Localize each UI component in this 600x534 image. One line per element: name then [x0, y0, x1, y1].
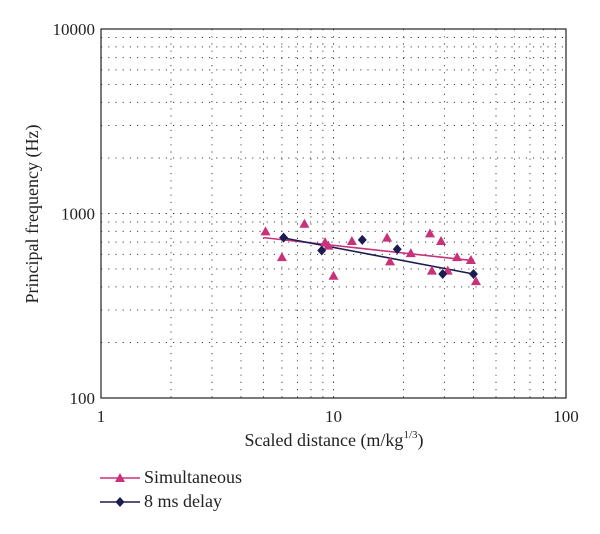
- triangle-point-series-0: [424, 228, 435, 238]
- grid-lines: [101, 29, 566, 398]
- trend-lines: [263, 236, 474, 275]
- diamond-point-series-1: [468, 268, 478, 279]
- triangle-marker-icon: [100, 473, 140, 482]
- x-tick-label: 1: [97, 407, 106, 426]
- legend-item-8ms-delay: 8 ms delay: [100, 490, 400, 514]
- triangle-point-series-0: [405, 248, 416, 258]
- triangle-point-series-0: [426, 265, 437, 275]
- legend-label-simultaneous: Simultaneous: [144, 467, 242, 487]
- plot-frame: [100, 28, 567, 399]
- legend: Simultaneous 8 ms delay: [100, 462, 400, 522]
- data-points: [260, 218, 481, 286]
- x-tick-label: 10: [325, 407, 342, 426]
- triangle-point-series-0: [276, 252, 287, 262]
- x-axis-label-main: Scaled distance (m/kg: [244, 430, 403, 451]
- triangle-point-series-0: [465, 254, 476, 264]
- x-axis-label-end: ): [418, 430, 424, 451]
- triangle-point-series-0: [436, 235, 447, 245]
- triangle-point-series-0: [260, 226, 271, 236]
- diamond-marker-icon: [100, 497, 140, 507]
- y-axis-label: Principal frequency (Hz): [22, 125, 43, 304]
- legend-label-8ms-delay: 8 ms delay: [144, 491, 222, 511]
- triangle-point-series-0: [382, 232, 393, 242]
- triangle-point-series-0: [346, 235, 357, 245]
- y-tick-label: 100: [70, 389, 96, 408]
- axis-ticks: 1 10 100 100 1000 10000: [53, 20, 579, 426]
- chart-canvas: 1 10 100 100 1000 10000 Principal frequency (…: [22, 20, 579, 451]
- y-tick-label: 1000: [61, 205, 95, 224]
- trend-line-series-1: [281, 236, 474, 275]
- triangle-point-series-0: [470, 276, 481, 286]
- triangle-point-series-0: [328, 270, 339, 280]
- triangle-point-series-0: [385, 256, 396, 266]
- x-tick-label: 100: [553, 407, 579, 426]
- diamond-point-series-1: [438, 268, 448, 279]
- triangle-point-series-0: [299, 218, 310, 228]
- legend-item-simultaneous: Simultaneous: [100, 466, 400, 490]
- x-axis-label-superscript: 1/3: [403, 429, 418, 441]
- diamond-point-series-1: [392, 244, 402, 255]
- diamond-point-series-1: [279, 232, 289, 243]
- y-tick-label: 10000: [53, 20, 96, 39]
- triangle-point-series-0: [323, 240, 334, 250]
- diamond-point-series-1: [357, 234, 367, 245]
- x-axis-label: Scaled distance (m/kg1/3): [244, 429, 423, 451]
- triangle-point-series-0: [452, 252, 463, 262]
- diamond-point-series-1: [317, 245, 327, 256]
